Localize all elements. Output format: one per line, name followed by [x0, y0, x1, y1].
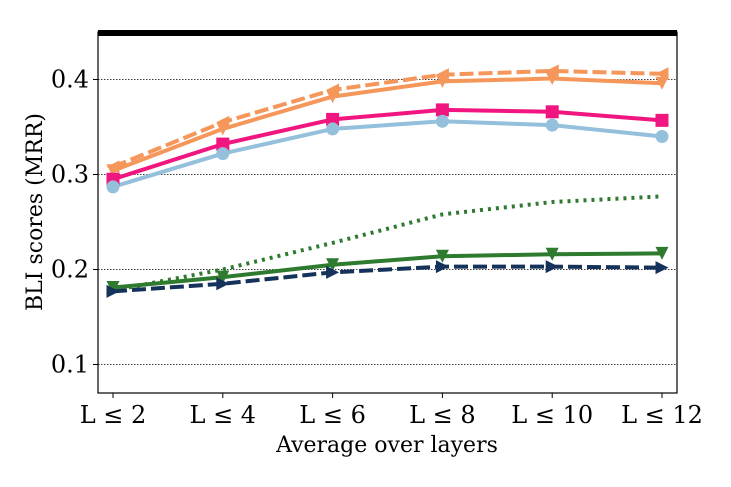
data-point-green-solid-down	[435, 249, 449, 263]
data-point-orange-solid-down	[326, 90, 340, 104]
data-point-lightblue-circle	[655, 130, 669, 143]
data-point-green-solid-down	[216, 270, 230, 284]
series-line-green-solid-down	[112, 251, 663, 290]
x-tick-label: L ≤ 2	[80, 401, 147, 429]
y-tick-label: 0.4	[51, 66, 89, 94]
data-point-navy-dashed-right	[106, 284, 120, 298]
series-lines	[112, 68, 663, 294]
data-point-green-solid-down	[545, 247, 559, 261]
data-point-magenta-square	[655, 113, 669, 127]
x-tick-label: L ≤ 6	[299, 401, 366, 429]
series-line-green-dotted	[112, 194, 663, 293]
x-ticks: L ≤ 2 L ≤ 4 L ≤ 6 L ≤ 8 L ≤ 10 L ≤ 12	[80, 393, 703, 429]
data-point-navy-dashed-right	[326, 265, 340, 279]
data-point-orange-solid-down	[545, 72, 559, 86]
data-point-green-solid-down	[326, 258, 340, 272]
data-point-lightblue-circle	[106, 180, 120, 194]
data-point-magenta-square	[435, 103, 449, 117]
series-line-magenta-square	[112, 107, 663, 182]
data-point-orange-solid-down	[216, 122, 230, 136]
data-point-magenta-square	[216, 137, 230, 151]
y-tick-label: 0.2	[51, 256, 89, 284]
y-tick-label: 0.1	[51, 351, 89, 379]
data-point-lightblue-circle	[216, 147, 230, 161]
top-spine-band	[98, 30, 677, 36]
data-point-magenta-square	[326, 112, 340, 126]
x-tick-label: L ≤ 4	[190, 401, 257, 429]
data-point-lightblue-circle	[545, 118, 559, 132]
y-ticks: 0.1 0.2 0.3 0.4	[51, 66, 98, 379]
data-point-navy-dashed-right	[216, 277, 230, 291]
data-point-orange-solid-down	[655, 76, 669, 90]
x-tick-label: L ≤ 10	[511, 401, 593, 429]
x-tick-label: L ≤ 8	[409, 401, 476, 429]
data-point-green-solid-down	[106, 281, 120, 295]
data-point-navy-dashed-right	[545, 260, 559, 274]
series-line-orange-dashed-left	[112, 68, 663, 169]
data-point-orange-solid-down	[106, 164, 120, 178]
y-tick-label: 0.3	[51, 161, 89, 189]
series-line-lightblue-circle	[112, 119, 663, 189]
plot-area	[98, 32, 677, 393]
x-tick-label: L ≤ 12	[621, 401, 703, 429]
data-point-magenta-square	[545, 105, 559, 119]
data-point-lightblue-circle	[435, 114, 449, 128]
data-point-navy-dashed-right	[655, 261, 669, 275]
data-point-lightblue-circle	[326, 122, 340, 136]
series-markers	[106, 64, 669, 298]
x-axis-title: Average over layers	[275, 433, 498, 458]
series-line-navy-dashed-right	[112, 264, 663, 294]
series-line-orange-solid-down	[112, 76, 663, 173]
data-point-green-solid-down	[655, 246, 669, 260]
y-axis-title: BLI scores (MRR)	[23, 113, 48, 311]
data-point-navy-dashed-right	[435, 260, 449, 274]
data-point-orange-solid-down	[435, 74, 449, 88]
